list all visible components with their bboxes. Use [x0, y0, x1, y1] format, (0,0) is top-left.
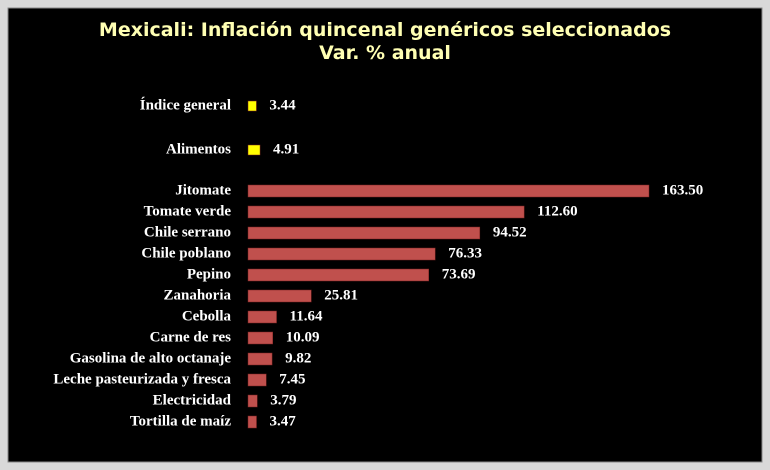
- bar: [247, 247, 436, 261]
- category-label: Electricidad: [153, 392, 232, 408]
- value-label: 3.44: [269, 97, 296, 113]
- bar: [247, 205, 525, 219]
- value-label: 73.69: [442, 266, 476, 282]
- bar: [247, 144, 261, 156]
- bar: [247, 184, 650, 198]
- chart-title: Mexicali: Inflación quincenal genéricos …: [99, 19, 671, 41]
- value-label: 4.91: [273, 141, 299, 157]
- value-label: 94.52: [493, 224, 527, 240]
- category-label: Pepino: [187, 266, 231, 282]
- category-label: Carne de res: [150, 329, 232, 345]
- value-label: 76.33: [448, 245, 482, 261]
- bar: [247, 268, 429, 282]
- category-label: Chile serrano: [144, 224, 231, 240]
- category-label: Zanahoria: [163, 287, 231, 303]
- value-label: 112.60: [537, 203, 577, 219]
- category-label: Jitomate: [175, 182, 231, 198]
- category-label: Tomate verde: [144, 203, 232, 219]
- category-label: Alimentos: [166, 141, 231, 157]
- category-label: Gasolina de alto octanaje: [70, 350, 232, 366]
- bar: [247, 310, 277, 324]
- bar: [247, 373, 267, 387]
- bar: [247, 415, 257, 429]
- value-label: 9.82: [285, 350, 311, 366]
- value-label: 11.64: [290, 308, 323, 324]
- bar: [247, 352, 273, 366]
- value-label: 3.79: [270, 392, 296, 408]
- value-label: 10.09: [286, 329, 320, 345]
- category-label: Tortilla de maíz: [130, 413, 231, 429]
- category-label: Chile poblano: [141, 245, 231, 261]
- category-label: Cebolla: [182, 308, 232, 324]
- bar: [247, 331, 273, 345]
- category-label: Índice general: [140, 96, 231, 113]
- bar: [247, 226, 481, 240]
- bar: [247, 394, 258, 408]
- bar: [247, 100, 257, 112]
- value-label: 7.45: [279, 371, 305, 387]
- value-label: 25.81: [324, 287, 358, 303]
- value-label: 163.50: [662, 182, 703, 198]
- value-label: 3.47: [270, 413, 297, 429]
- chart-subtitle: Var. % anual: [319, 42, 451, 64]
- category-label: Leche pasteurizada y fresca: [53, 371, 231, 387]
- bar: [247, 289, 312, 303]
